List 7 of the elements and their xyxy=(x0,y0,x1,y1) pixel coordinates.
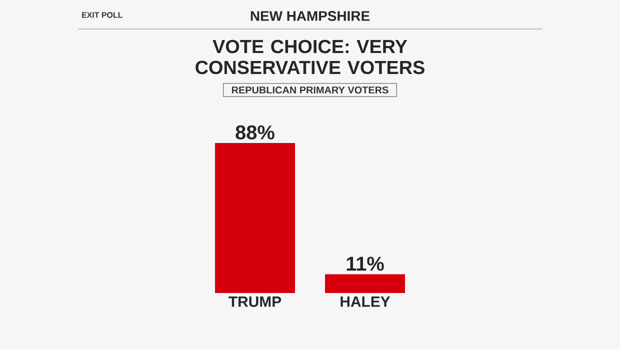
chart-subtitle: REPUBLICAN PRIMARY VOTERS xyxy=(232,86,388,94)
x-tick-label: HALEY xyxy=(340,296,390,307)
data-label: 88% xyxy=(236,125,274,140)
chart-title: VOTE CHOICE: VERY CONSERVATIVE VOTERS xyxy=(196,40,424,74)
data-label: 11% xyxy=(346,256,384,271)
x-tick-label: TRUMP xyxy=(228,296,282,307)
text: NEW HAMPSHIRE xyxy=(250,11,370,21)
